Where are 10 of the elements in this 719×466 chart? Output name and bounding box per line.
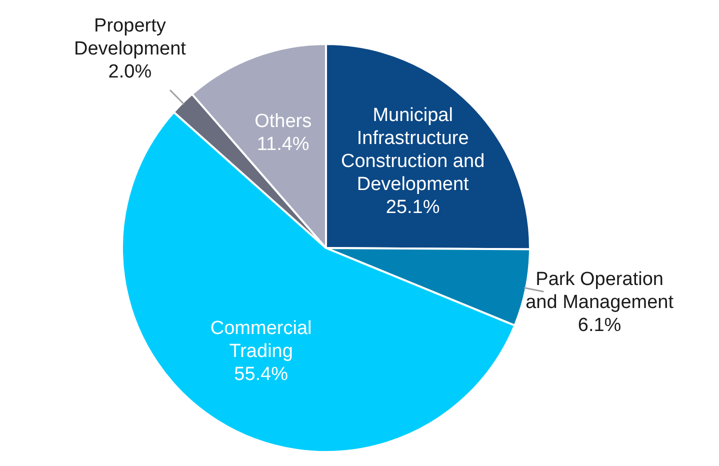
data-label: 55.4% [234, 364, 288, 385]
slice-label: Park Operation and Management [526, 269, 674, 314]
data-label: 25.1% [386, 196, 440, 218]
data-label: 11.4% [256, 134, 310, 156]
slice-label: Municipal Infrastructure Construction and Development [340, 104, 485, 195]
data-label: 6.1% [578, 315, 622, 336]
slice-label: Commercial Trading [210, 318, 312, 362]
slice-label: Property Development [74, 16, 187, 60]
slice-label: Others [254, 111, 312, 132]
data-label: 2.0% [108, 62, 152, 83]
